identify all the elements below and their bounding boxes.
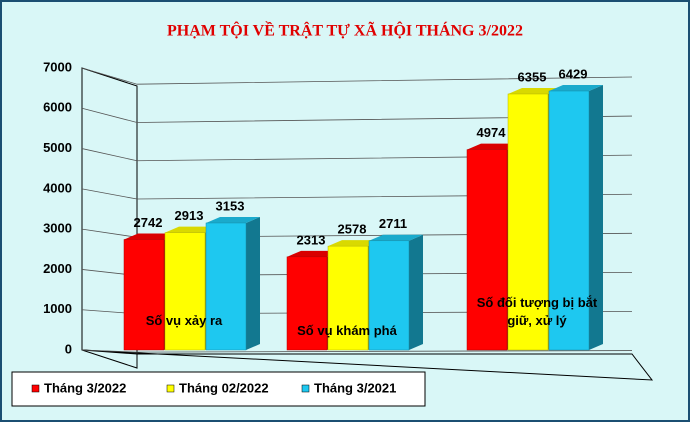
bar-top xyxy=(508,87,562,94)
category-label: Số vụ xảy ra xyxy=(145,313,223,328)
bar-top xyxy=(124,233,178,240)
chart-title: PHẠM TỘI VỀ TRẬT TỰ XÃ HỘI THÁNG 3/2022 xyxy=(167,21,523,40)
floor xyxy=(81,349,654,381)
grid-line xyxy=(81,349,633,353)
y-tick-label: 2000 xyxy=(43,261,72,276)
legend-swatch xyxy=(31,384,40,393)
bar-side xyxy=(589,85,603,350)
bar xyxy=(507,93,549,351)
bar-side xyxy=(246,216,260,350)
bar xyxy=(164,232,206,351)
value-label: 2578 xyxy=(338,222,367,237)
value-label: 2313 xyxy=(297,232,326,247)
legend-label: Tháng 02/2022 xyxy=(179,380,269,395)
y-tick-label: 7000 xyxy=(43,59,72,74)
bar-top xyxy=(328,240,382,247)
category-label: Số vụ khám phá xyxy=(297,323,397,338)
y-tick-label: 1000 xyxy=(43,301,72,316)
legend xyxy=(11,371,426,407)
value-label: 4974 xyxy=(477,125,507,140)
bar xyxy=(123,239,165,351)
back-wall xyxy=(81,67,138,369)
y-tick-label: 5000 xyxy=(43,140,72,155)
value-label: 6429 xyxy=(559,66,588,81)
value-label: 6355 xyxy=(518,69,547,84)
bar xyxy=(286,256,328,351)
legend-swatch xyxy=(301,384,310,393)
grid-line xyxy=(81,107,633,123)
value-label: 2711 xyxy=(379,216,407,231)
bar xyxy=(548,90,590,351)
y-tick-label: 6000 xyxy=(43,100,72,115)
bar-top xyxy=(467,143,521,150)
y-tick-label: 4000 xyxy=(43,180,72,195)
y-tick-label: 3000 xyxy=(43,221,72,236)
grid-line xyxy=(81,67,633,85)
value-label: 2742 xyxy=(134,215,163,230)
bar-top xyxy=(369,234,423,241)
bar-top xyxy=(165,226,219,233)
bar-top xyxy=(549,85,603,92)
y-tick-label: 0 xyxy=(65,341,72,356)
bar xyxy=(368,240,410,351)
bar xyxy=(466,149,508,351)
legend-swatch xyxy=(166,384,175,393)
bar xyxy=(205,222,247,351)
bar-top xyxy=(287,250,341,257)
bar-top xyxy=(206,216,260,223)
value-label: 3153 xyxy=(216,198,245,213)
bar-side xyxy=(409,234,423,350)
bar xyxy=(327,245,369,351)
category-label: Số đối tượng bị bắt giữ, xử lý xyxy=(476,295,598,328)
value-label: 2913 xyxy=(175,208,204,223)
legend-label: Tháng 3/2021 xyxy=(314,380,396,395)
legend-label: Tháng 3/2022 xyxy=(44,380,126,395)
